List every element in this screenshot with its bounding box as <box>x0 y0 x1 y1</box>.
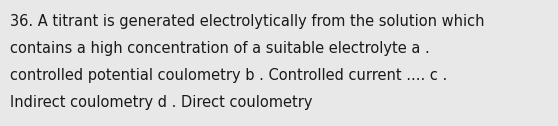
Text: Indirect coulometry d . Direct coulometry: Indirect coulometry d . Direct coulometr… <box>10 95 312 110</box>
Text: contains a high concentration of a suitable electrolyte a .: contains a high concentration of a suita… <box>10 41 430 56</box>
Text: controlled potential coulometry b . Controlled current .... c .: controlled potential coulometry b . Cont… <box>10 68 448 83</box>
Text: 36. A titrant is generated electrolytically from the solution which: 36. A titrant is generated electrolytica… <box>10 14 484 29</box>
